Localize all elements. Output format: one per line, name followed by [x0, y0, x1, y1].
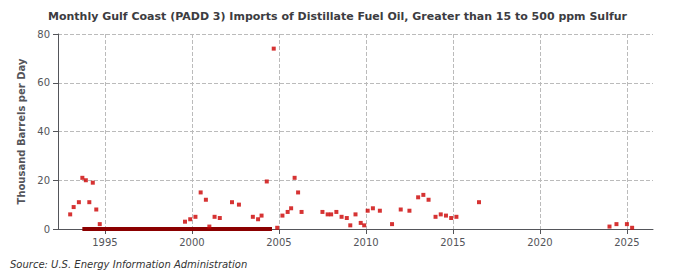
- svg-text:2025: 2025: [614, 237, 639, 248]
- svg-text:Source: U.S. Energy Informatio: Source: U.S. Energy Information Administ…: [10, 259, 247, 270]
- svg-text:Monthly Gulf Coast (PADD 3) Im: Monthly Gulf Coast (PADD 3) Imports of D…: [48, 10, 628, 23]
- svg-text:2015: 2015: [440, 237, 465, 248]
- svg-text:Thousand Barrels per Day: Thousand Barrels per Day: [16, 58, 27, 204]
- svg-text:80: 80: [37, 29, 50, 40]
- svg-text:2000: 2000: [179, 237, 204, 248]
- svg-text:2010: 2010: [353, 237, 378, 248]
- svg-text:20: 20: [37, 175, 50, 186]
- svg-text:0: 0: [44, 224, 50, 235]
- svg-text:1995: 1995: [92, 237, 117, 248]
- svg-text:2005: 2005: [266, 237, 291, 248]
- svg-text:2020: 2020: [527, 237, 552, 248]
- svg-text:60: 60: [37, 77, 50, 88]
- svg-text:40: 40: [37, 126, 50, 137]
